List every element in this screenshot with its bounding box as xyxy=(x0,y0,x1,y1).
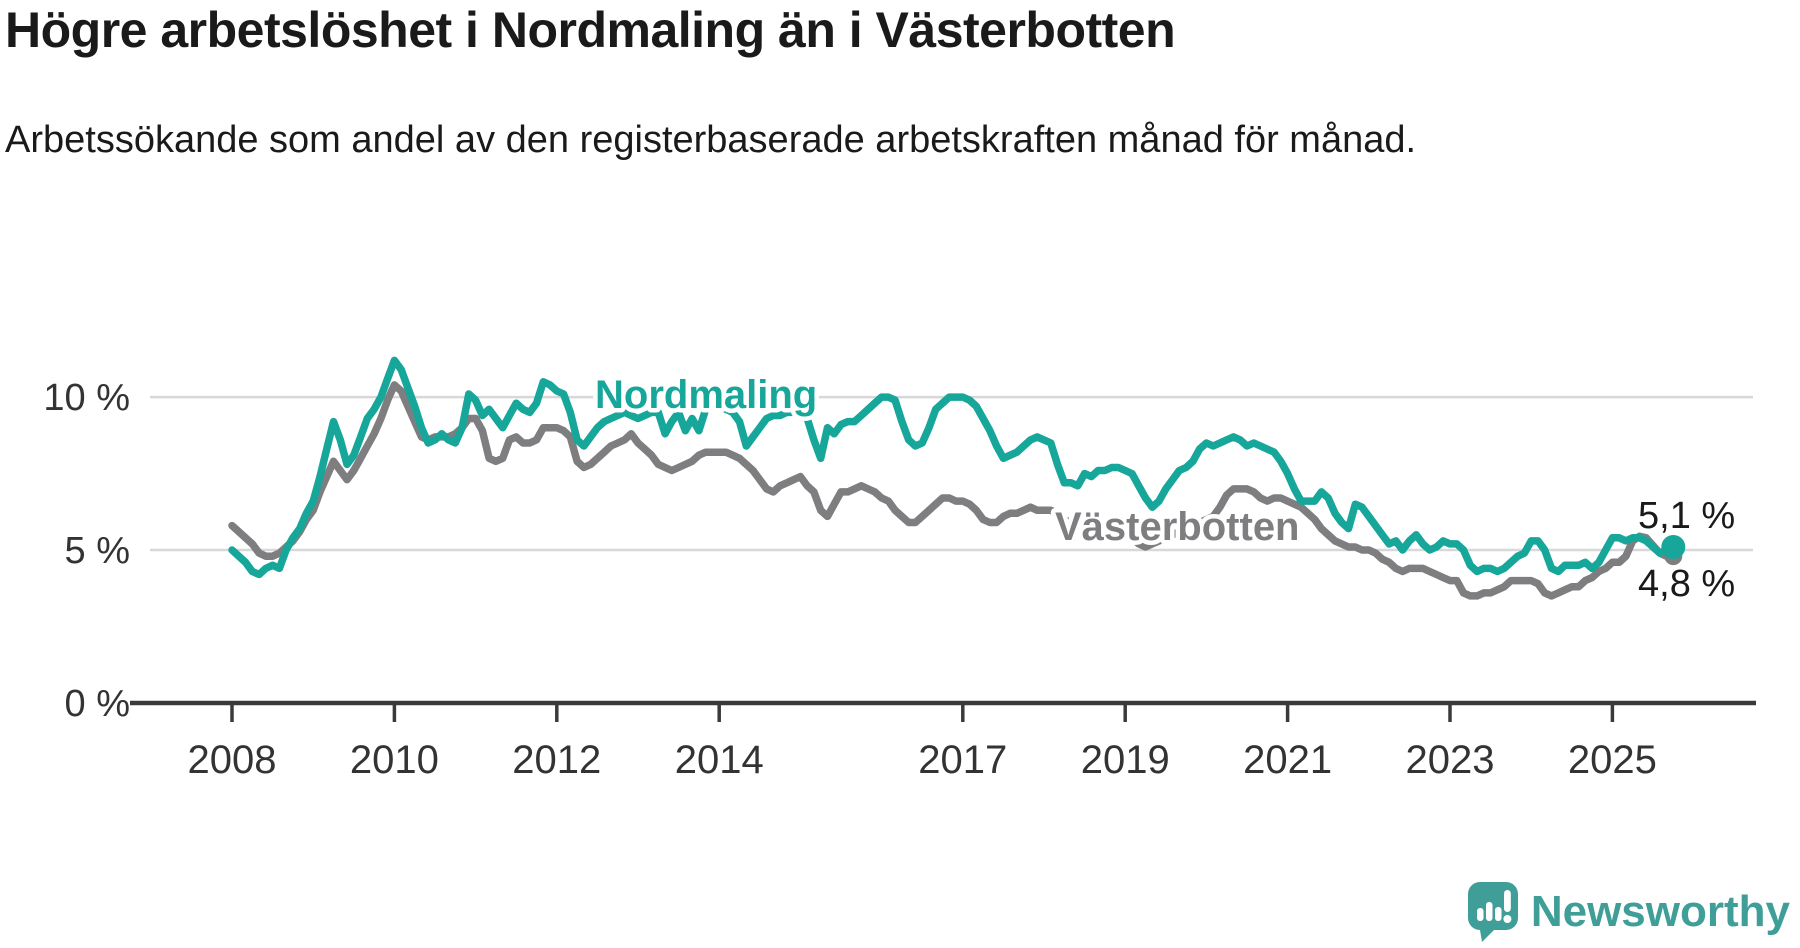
x-axis-labels: 2008 2010 2012 2014 2017 2019 2021 2023 2025 xyxy=(188,738,1657,782)
x-tick-label: 2025 xyxy=(1568,738,1657,782)
x-tick-label: 2023 xyxy=(1406,738,1495,782)
chart-subtitle: Arbetssökande som andel av den registerb… xyxy=(5,119,1417,161)
series-line-nordmaling xyxy=(228,356,1678,579)
newsworthy-brand-footer: Newsworthy xyxy=(1467,882,1790,942)
series-line-västerbotten xyxy=(228,381,1678,600)
end-value-label-nordmaling: 5,1 % xyxy=(1638,495,1735,537)
end-dot-nordmaling xyxy=(1661,534,1686,559)
x-tick-label: 2008 xyxy=(188,738,277,782)
x-axis xyxy=(130,700,1756,722)
newsworthy-logo-icon xyxy=(1467,882,1518,942)
series-end-dots xyxy=(1661,534,1686,566)
y-tick-label: 5 % xyxy=(65,530,130,572)
chart-title: Högre arbetslöshet i Nordmaling än i Väs… xyxy=(5,2,1176,58)
y-axis-labels: 0 % 5 % 10 % xyxy=(43,377,130,725)
x-tick-label: 2019 xyxy=(1081,738,1170,782)
x-tick-label: 2014 xyxy=(675,738,764,782)
y-tick-label: 0 % xyxy=(65,683,130,725)
x-tick-label: 2017 xyxy=(918,738,1007,782)
y-tick-label: 10 % xyxy=(43,377,130,419)
x-tick-label: 2010 xyxy=(350,738,439,782)
end-value-label-vasterbotten: 4,8 % xyxy=(1638,563,1735,605)
gridlines xyxy=(150,395,1753,552)
series-label-vasterbotten: Västerbotten xyxy=(1055,505,1300,549)
x-tick-label: 2012 xyxy=(512,738,601,782)
series-lines xyxy=(228,356,1678,600)
series-label-nordmaling: Nordmaling xyxy=(595,373,817,417)
brand-name: Newsworthy xyxy=(1530,887,1790,936)
x-tick-label: 2021 xyxy=(1243,738,1332,782)
